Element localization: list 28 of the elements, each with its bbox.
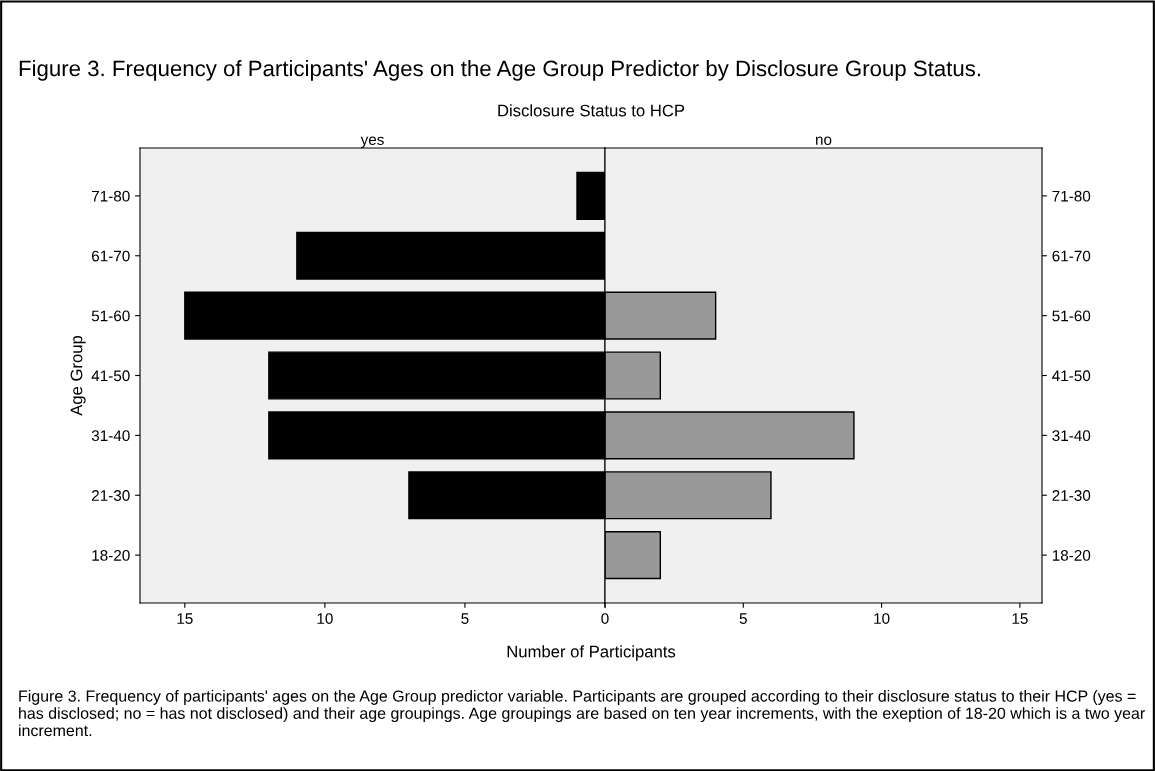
- x-tick-label: 10: [874, 613, 890, 624]
- y-tick-label: 18-20: [1052, 549, 1091, 561]
- y-tick-label: 21-30: [1052, 490, 1091, 501]
- y-axis-title: Age Group: [70, 335, 86, 416]
- y-tick-label: 51-60: [91, 310, 130, 322]
- y-tick-label: 31-40: [1052, 430, 1091, 442]
- y-tick-label: 71-80: [1052, 190, 1091, 202]
- chart-subtitle: Disclosure Status to HCP: [498, 104, 685, 117]
- y-tick-label: 31-40: [91, 430, 130, 442]
- y-tick-label: 21-30: [91, 490, 130, 501]
- x-tick-label: 5: [461, 613, 469, 624]
- y-tick-label: 18-20: [92, 549, 130, 561]
- chart-title: no: [816, 136, 832, 145]
- x-tick-label: 0: [601, 613, 609, 624]
- caption: Figure 3. Frequency of participants' ages on the Age Group predictor variable. Participants are grouped according to their disclosure status to their HCP (yes = has disclosed; no = has not disclosed) and their age groupings. Age groupings are based on ten year increments, with the exeption of 18-20 which is a two year increment.: [19, 690, 1145, 737]
- y-tick-label: 41-50: [91, 370, 130, 382]
- caption: Figure 3. Frequency of Participants' Ages on the Age Group Predictor by Disclosure Group Status.: [19, 60, 980, 81]
- y-tick-label: 51-60: [1052, 310, 1091, 322]
- y-tick-label: 71-80: [91, 190, 130, 202]
- chart-title: yes: [360, 136, 384, 148]
- x-tick-label: 5: [739, 613, 747, 624]
- x-tick-label: 15: [177, 613, 193, 624]
- x-tick-label: 10: [317, 613, 333, 624]
- x-tick-label: 15: [1012, 613, 1028, 624]
- y-tick-label: 41-50: [1052, 370, 1091, 382]
- y-tick-label: 61-70: [1052, 250, 1091, 262]
- x-axis-title: Number of Participants: [507, 645, 676, 661]
- y-tick-label: 61-70: [91, 250, 130, 262]
